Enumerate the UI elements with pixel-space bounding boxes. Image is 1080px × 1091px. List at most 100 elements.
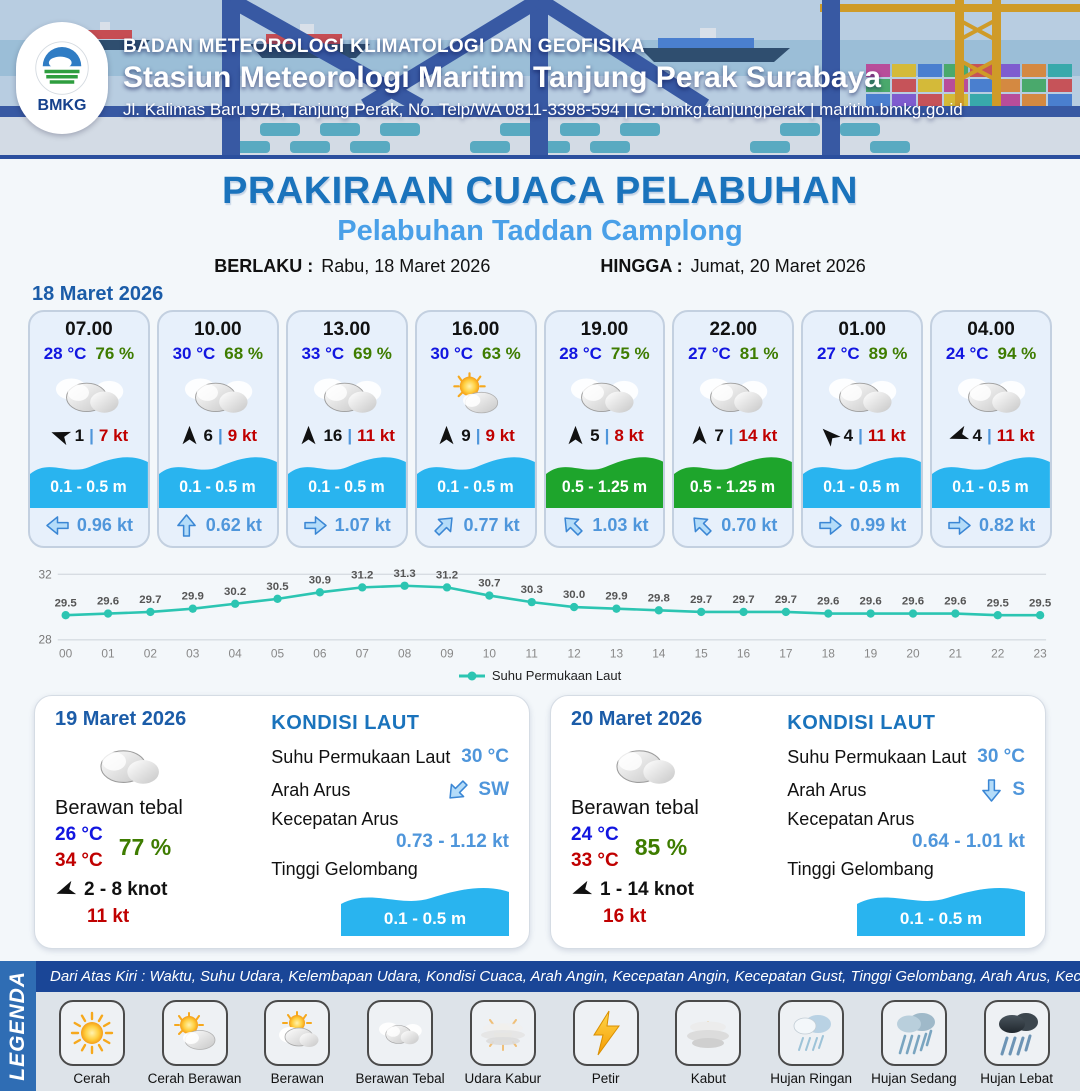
- card-time: 10.00: [194, 319, 242, 340]
- sst-value: 30 °C: [977, 746, 1025, 767]
- sst-label: Suhu Permukaan Laut: [271, 746, 451, 767]
- wind-direction-icon: [814, 421, 844, 451]
- current-speed: 0.70 kt: [721, 515, 778, 535]
- berawan-tebal-icon: [376, 1009, 424, 1057]
- svg-text:29.9: 29.9: [605, 591, 627, 603]
- svg-text:06: 06: [313, 647, 327, 661]
- svg-text:29.7: 29.7: [732, 594, 754, 606]
- weather-icon: [179, 369, 257, 421]
- legend-items: Cerah Cerah Berawan Berawan Berawan Teba…: [36, 992, 1080, 1091]
- daily-date: 19 Maret 2026: [55, 708, 187, 730]
- wave-height-value: 0.1 - 0.5 m: [824, 478, 900, 496]
- hingga-value: Jumat, 20 Maret 2026: [690, 256, 866, 276]
- chart-legend-marker-icon: [458, 671, 485, 680]
- port-name: Pelabuhan Taddan Camplong: [337, 215, 743, 247]
- wave-height-band: 0.1 - 0.5 m: [416, 457, 535, 508]
- card-wind: 7 | 14 kt: [689, 425, 777, 446]
- card-current: 1.03 kt: [560, 508, 648, 546]
- validity-row: BERLAKU : Rabu, 18 Maret 2026 HINGGA : Jum…: [0, 256, 1080, 277]
- svg-text:22: 22: [991, 647, 1005, 661]
- wave-height-band: 0.1 - 0.5 m: [341, 887, 509, 936]
- svg-text:08: 08: [398, 647, 412, 661]
- separator: |: [347, 425, 353, 445]
- current-direction-icon: [442, 774, 475, 807]
- separator: |: [218, 425, 223, 445]
- station-name: Stasiun Meteorologi Maritim Tanjung Pera…: [123, 60, 881, 94]
- current-speed-label: Kecepatan Arus: [271, 809, 399, 829]
- legend-item: Petir: [559, 1000, 653, 1086]
- svg-text:31.2: 31.2: [436, 569, 458, 581]
- current-speed: 1.03 kt: [592, 515, 649, 535]
- current-direction-icon: [981, 778, 1002, 803]
- wind-speed: 11 kt: [996, 425, 1035, 445]
- legend-item: Hujan Ringan: [764, 1000, 858, 1086]
- wind-value: 7: [714, 425, 724, 445]
- legend-item-label: Berawan: [270, 1071, 324, 1086]
- svg-text:05: 05: [271, 647, 285, 661]
- daily-wind-range: 2 - 8 knot: [84, 879, 168, 901]
- forecast-date: 18 Maret 2026: [32, 283, 164, 305]
- svg-text:15: 15: [695, 647, 709, 661]
- svg-text:29.6: 29.6: [944, 596, 966, 608]
- card-humidity: 69 %: [353, 344, 392, 363]
- card-temp: 33 °C: [301, 344, 345, 363]
- current-speed: 0.62 kt: [205, 515, 262, 535]
- forecast-card-0700: 07.00 28 °C 76 % 1 | 7 kt 0.1 - 0.5 m 0.9…: [28, 310, 150, 548]
- wave-height-value: 0.5 - 1.25 m: [561, 478, 646, 496]
- daily-forecast-row: 19 Maret 2026 Berawan tebal 26 °C 34 °C …: [34, 695, 1046, 949]
- petir-icon: [582, 1009, 630, 1057]
- card-humidity: 68 %: [224, 344, 264, 363]
- wave-height-value: 0.1 - 0.5 m: [50, 478, 126, 496]
- legend-item-label: Hujan Sedang: [871, 1071, 957, 1086]
- current-direction-label: Arah Arus: [271, 779, 351, 800]
- wind-value: 16: [323, 425, 343, 445]
- legend-item-label: Petir: [591, 1071, 620, 1086]
- chart-legend-label: Suhu Permukaan Laut: [491, 668, 622, 683]
- svg-text:29.7: 29.7: [690, 594, 712, 606]
- card-time: 04.00: [967, 319, 1015, 340]
- svg-text:07: 07: [356, 647, 370, 661]
- card-temp: 27 °C: [688, 344, 731, 363]
- svg-text:29.6: 29.6: [817, 596, 839, 608]
- svg-text:30.5: 30.5: [266, 581, 289, 593]
- current-speed-value: 0.64 - 1.01 kt: [911, 831, 1025, 852]
- sea-conditions-title: KONDISI LAUT: [787, 712, 936, 734]
- card-wind: 5 | 8 kt: [565, 425, 644, 446]
- svg-text:29.6: 29.6: [97, 596, 119, 608]
- berlaku-label: BERLAKU :: [214, 256, 314, 276]
- svg-text:29.6: 29.6: [902, 596, 924, 608]
- header: BMKG BADAN METEOROLOGI KLIMATOLOGI DAN G…: [0, 0, 1080, 159]
- legend-item: Udara Kabur: [456, 1000, 550, 1086]
- legend-section: LEGENDA Dari Atas Kiri : Waktu, Suhu Uda…: [0, 961, 1080, 1091]
- wind-direction-icon: [298, 425, 319, 446]
- forecast-card-0400: 04.00 24 °C 94 % 4 | 11 kt 0.1 - 0.5 m 0.…: [930, 310, 1052, 548]
- wave-height-value: 0.1 - 0.5 m: [308, 478, 384, 496]
- daily-temp-max: 34 °C: [55, 849, 103, 871]
- current-direction-icon: [176, 513, 197, 538]
- card-time: 16.00: [451, 319, 500, 340]
- org-name: BADAN METEOROLOGI KLIMATOLOGI DAN GEOFIS…: [123, 35, 646, 57]
- wave-height-value: 0.1 - 0.5 m: [900, 909, 982, 928]
- svg-text:29.8: 29.8: [648, 592, 670, 604]
- legend-title-bar: LEGENDA: [0, 961, 36, 1091]
- sst-label: Suhu Permukaan Laut: [787, 746, 967, 767]
- legend-item: Cerah Berawan: [148, 1000, 242, 1086]
- forecast-card-1900: 19.00 28 °C 75 % 5 | 8 kt 0.5 - 1.25 m 1.…: [543, 310, 666, 548]
- forecast-cards: 07.00 28 °C 76 % 1 | 7 kt 0.1 - 0.5 m 0.9…: [28, 310, 1052, 548]
- daily-temp-max: 33 °C: [571, 849, 619, 871]
- daily-condition: Berawan tebal: [55, 797, 183, 819]
- legend-item: Berawan: [250, 1000, 344, 1086]
- sst-value: 30 °C: [461, 746, 509, 767]
- legend-item: Berawan Tebal: [353, 1000, 447, 1086]
- svg-text:31.2: 31.2: [351, 569, 373, 581]
- wind-direction-icon: [47, 422, 74, 449]
- card-current: 0.62 kt: [174, 508, 262, 546]
- card-temp: 30 °C: [172, 344, 216, 363]
- window-frame: [0, 0, 1080, 155]
- legend-item: Hujan Lebat: [970, 1000, 1064, 1086]
- current-direction-value: S: [1012, 779, 1025, 800]
- legend-item: Hujan Petir: [1072, 1000, 1080, 1086]
- forecast-card-1600: 16.00 30 °C 63 % 9 | 9 kt 0.1 - 0.5 m 0.7…: [414, 310, 537, 548]
- wave-height-value: 0.1 - 0.5 m: [437, 478, 513, 496]
- card-temp: 28 °C: [559, 344, 602, 363]
